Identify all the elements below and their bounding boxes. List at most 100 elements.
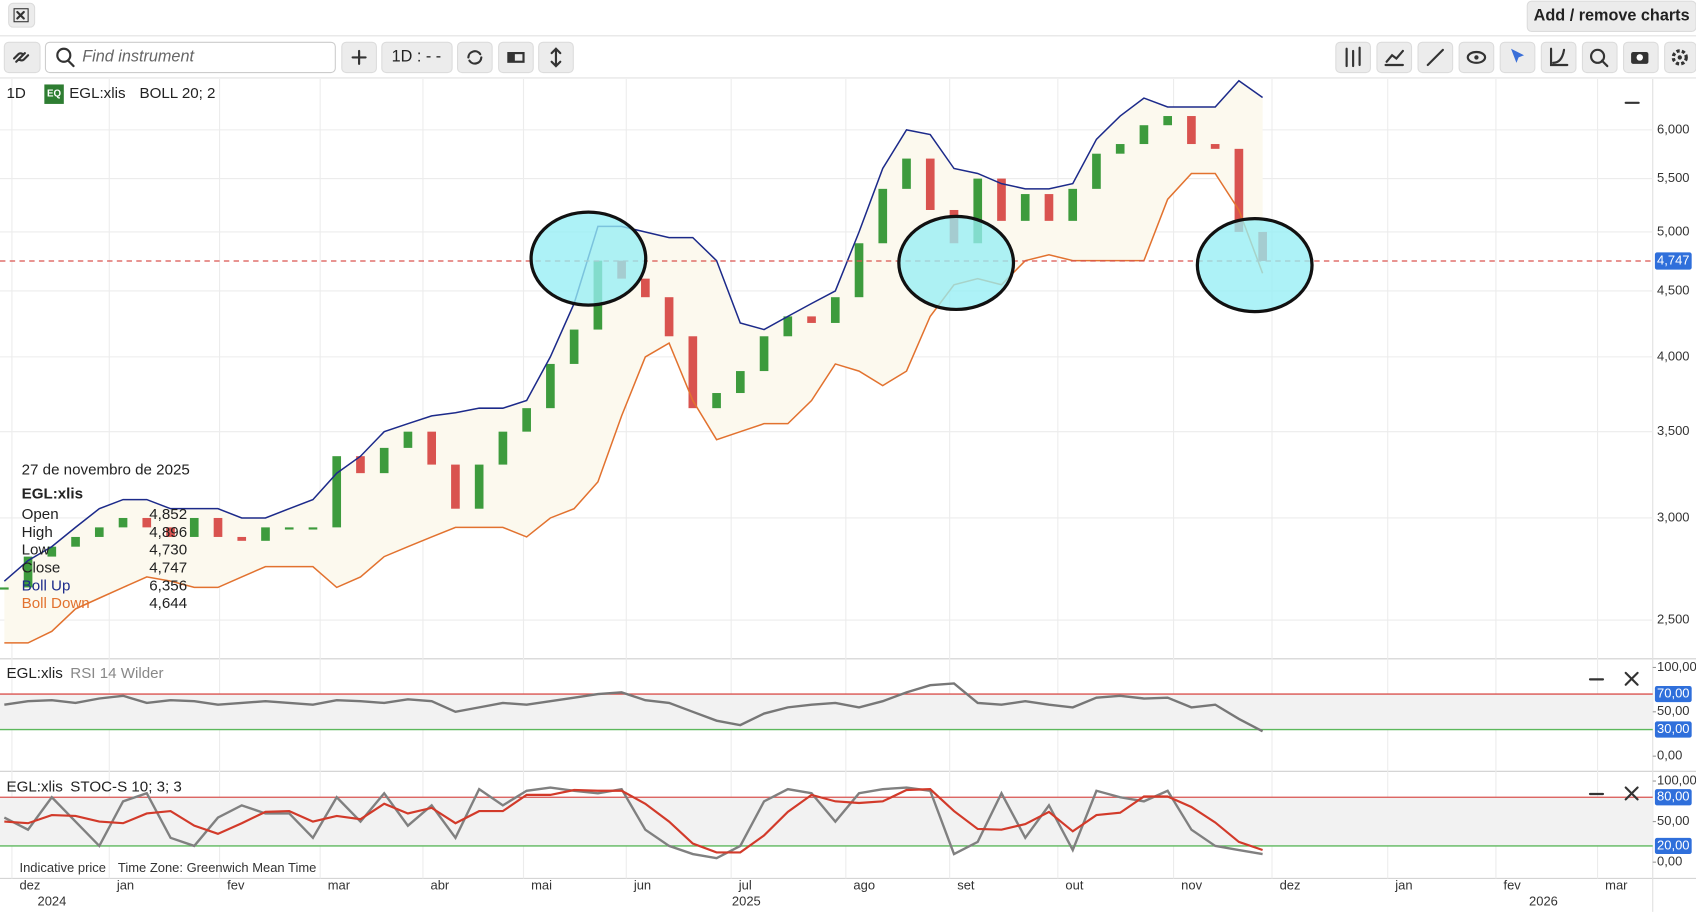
- x-tick-label: mar: [328, 877, 351, 892]
- footer-timezone: Time Zone: Greenwich Mean Time: [118, 860, 316, 875]
- expand-button[interactable]: [538, 41, 574, 74]
- candle: [925, 158, 935, 210]
- candle: [427, 431, 437, 465]
- y-tick-label: 100,00: [1657, 772, 1696, 787]
- candle: [759, 336, 769, 372]
- search-box[interactable]: Find instrument: [44, 41, 336, 74]
- x-tick-label: abr: [430, 877, 449, 892]
- oscillator-line: [4, 682, 1264, 733]
- y-tick-label: 50,00: [1657, 703, 1689, 718]
- info-label: Boll Up: [22, 577, 71, 594]
- close-panel-icon[interactable]: [1624, 671, 1639, 686]
- candle: [1044, 194, 1054, 221]
- highlight-circle: [897, 214, 1016, 312]
- candle: [807, 316, 816, 323]
- candle: [332, 456, 342, 528]
- candle: [1210, 144, 1220, 149]
- y-tick-label: 4,500: [1657, 282, 1689, 297]
- level-label: 30,00: [1657, 721, 1689, 736]
- info-value: 4,896: [149, 524, 187, 541]
- y-tick-label: 3,000: [1657, 509, 1689, 524]
- x-tick-label: jan: [1394, 877, 1412, 892]
- y-tick-label: 5,000: [1657, 223, 1689, 238]
- band-line: [4, 172, 1264, 644]
- y-tick-label: 6,000: [1657, 121, 1689, 136]
- candle: [284, 527, 294, 530]
- info-label: High: [22, 524, 53, 541]
- x-tick-label: out: [1065, 877, 1083, 892]
- candle: [1234, 148, 1244, 232]
- candle: [1068, 188, 1078, 221]
- x-year-label: 2024: [37, 894, 66, 909]
- oscillator-line: [4, 788, 1263, 854]
- badge-label: EQ: [47, 89, 61, 100]
- highlight-circle: [1195, 216, 1314, 314]
- close-panel-icon[interactable]: [1624, 786, 1639, 801]
- layout-button[interactable]: [498, 41, 534, 74]
- link-button[interactable]: [3, 41, 41, 74]
- candle: [878, 188, 888, 244]
- candle: [1115, 144, 1125, 154]
- level-label-box: [1654, 721, 1692, 738]
- x-tick-label: dez: [1280, 877, 1301, 892]
- candle: [71, 536, 80, 547]
- candle: [688, 336, 698, 409]
- interval-button[interactable]: 1D : - -: [381, 41, 453, 74]
- candle: [641, 278, 650, 298]
- level-band: [0, 797, 1653, 846]
- instrument: EGL:xlis: [69, 85, 126, 102]
- x-year-label: 2025: [732, 894, 761, 909]
- candle: [142, 517, 152, 528]
- y-tick-label: 2,500: [1657, 611, 1689, 626]
- add-remove-button[interactable]: Add / remove charts: [1526, 0, 1696, 32]
- indicator: RSI 14 Wilder: [70, 665, 163, 682]
- interval-label: 1D : - -: [392, 48, 442, 66]
- close-icon[interactable]: [8, 2, 36, 28]
- refresh-button[interactable]: [456, 41, 493, 74]
- level-label-box: [1654, 685, 1692, 703]
- add-button[interactable]: [341, 41, 377, 74]
- indicator: STOC-S 10; 3; 3: [70, 779, 182, 796]
- candle: [1163, 116, 1173, 126]
- y-tick-label: 50,00: [1657, 813, 1689, 828]
- x-tick-label: jul: [738, 877, 752, 892]
- info-date: 27 de novembro de 2025: [22, 462, 190, 479]
- candle: [23, 556, 33, 588]
- y-tick-label: 0,00: [1657, 854, 1682, 869]
- candle: [379, 447, 389, 474]
- level-label: 20,00: [1657, 837, 1689, 852]
- candle: [830, 297, 840, 323]
- cursor-tool[interactable]: [1499, 41, 1536, 74]
- y-tick-label: 0,00: [1657, 748, 1682, 763]
- draw-tool[interactable]: [1417, 41, 1454, 74]
- candle: [997, 178, 1006, 221]
- x-tick-label: set: [957, 877, 975, 892]
- candle: [47, 546, 57, 557]
- settings-tool[interactable]: [1664, 41, 1696, 74]
- info-value: 4,730: [149, 542, 187, 559]
- view-tool[interactable]: [1458, 41, 1495, 74]
- info-label: Close: [22, 559, 61, 576]
- zoom-tool[interactable]: [1581, 41, 1618, 74]
- candles-tool[interactable]: [1335, 41, 1371, 74]
- button-label: Add / remove charts: [1534, 7, 1690, 25]
- candle: [783, 316, 793, 337]
- interval: 1D: [6, 85, 25, 102]
- x-tick-label: fev: [1503, 877, 1521, 892]
- candle: [94, 527, 104, 537]
- camera-tool[interactable]: [1622, 41, 1659, 74]
- candle: [1139, 125, 1149, 145]
- candle: [261, 527, 270, 541]
- x-tick-label: mar: [1605, 877, 1628, 892]
- indicator-tool[interactable]: [1376, 41, 1413, 74]
- candle: [0, 587, 9, 590]
- y-tick-label: 5,500: [1657, 170, 1689, 185]
- info-label: Open: [22, 506, 59, 523]
- panel-controls: [1588, 671, 1639, 801]
- info-value: 4,644: [149, 595, 187, 612]
- curve-tool[interactable]: [1540, 41, 1577, 74]
- y-tick-label: 4,000: [1657, 348, 1689, 363]
- candle: [854, 243, 864, 298]
- candle: [973, 178, 983, 244]
